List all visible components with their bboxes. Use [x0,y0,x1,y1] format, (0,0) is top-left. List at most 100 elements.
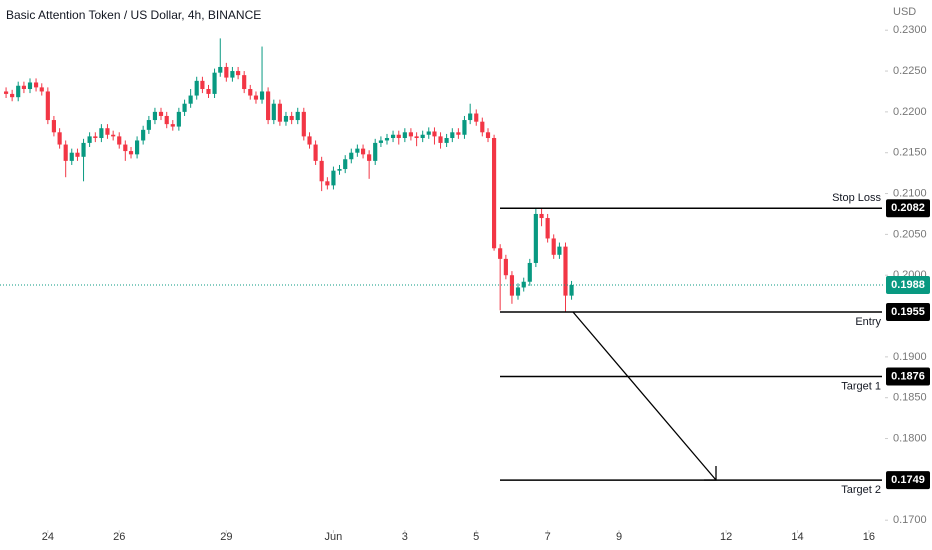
candle-body [521,281,526,288]
candle-body [462,120,467,135]
level-value: 0.2082 [891,202,925,214]
candle-body [480,121,485,133]
candle-body [498,248,503,259]
candle-body [474,113,479,122]
candle-body [331,170,336,186]
candle-body [426,131,431,135]
candle-body [319,160,324,182]
y-tick-label: 0.1700 [893,514,927,526]
y-tick-label: 0.2200 [893,106,927,118]
candle-body [283,115,289,122]
candle-body [141,129,146,141]
candle-body [396,134,401,139]
candle-body [45,91,50,121]
x-tick-label: 12 [720,531,732,543]
y-tick-label: 0.2250 [893,65,927,77]
candle-body [248,89,253,96]
candle-body [81,142,86,157]
candle-body [259,91,265,100]
candle-body [206,89,211,94]
candle-body [468,113,473,121]
x-tick-label: 9 [616,531,622,543]
candle-body [123,144,128,152]
candle-body [152,111,158,121]
candle-body [301,111,306,137]
candle-body [128,151,134,155]
candle-body [390,134,396,139]
candle-body [384,138,390,141]
candle-body [307,136,312,145]
candle-body [99,128,104,139]
candle-body [200,80,205,90]
candle-body [432,131,437,137]
candle-body [224,66,229,78]
candle-body [492,138,497,249]
level-value: 0.1749 [891,474,925,486]
candle-body [444,138,449,143]
candle-body [503,258,508,276]
candle-body [557,246,562,255]
candle-body [569,285,574,296]
y-tick-label: 0.2300 [893,24,927,36]
x-tick-label: 24 [42,531,54,543]
candle-body [164,115,169,125]
y-tick-label: 0.1850 [893,392,927,404]
candle-body [337,169,342,171]
candle-body [485,132,491,139]
level-badge [886,199,930,218]
candle-body [420,134,425,139]
candle-body [236,71,241,76]
candle-body [51,120,56,133]
candle-body [545,218,550,239]
candle-body [325,181,330,186]
level-name: Stop Loss [832,192,881,204]
last-price-label: 0.1988 [891,279,925,291]
candle-body [456,132,461,135]
candle-body [408,132,413,137]
candle-body [349,152,354,160]
candle-body [438,136,443,143]
candle-body [182,103,187,112]
level-value: 0.1955 [891,306,925,318]
candle-body [539,213,544,219]
y-tick-label: 0.2050 [893,228,927,240]
candle-body [105,128,110,135]
candle-body [289,115,294,121]
candle-body [3,91,9,94]
candle-body [212,72,217,94]
y-tick-label: 0.2150 [893,147,927,159]
candle-body [295,111,300,121]
candle-body [75,152,80,157]
x-tick-label: 29 [220,531,232,543]
x-tick-label: 5 [473,531,479,543]
candle-body [194,80,199,96]
x-tick-label: 14 [791,531,803,543]
candle-body [63,144,68,161]
level-name: Target 2 [841,484,881,496]
candle-body [33,82,39,88]
candle-body [313,144,318,161]
candle-body [230,71,235,78]
candle-body [93,136,98,139]
y-tick-label: 0.2100 [893,187,927,199]
candle-body [10,93,15,98]
candle-body [16,85,21,98]
candle-body [450,132,455,139]
level-badge [886,471,930,490]
chart-title: Basic Attention Token / US Dollar, 4h, B… [6,8,261,22]
candle-body [21,85,27,90]
candle-body [69,152,74,161]
candle-body [509,275,515,296]
candle-body [373,142,378,161]
candle-body [158,111,164,116]
candle-body [551,238,556,255]
candle-body [242,75,247,90]
candle-body [266,91,271,121]
level-name: Target 1 [841,380,881,392]
candle-body [146,120,151,130]
x-tick-label: 7 [545,531,551,543]
candle-body [402,132,407,139]
candle-body [533,213,538,263]
candle-body [39,87,44,92]
candle-body [117,136,122,145]
